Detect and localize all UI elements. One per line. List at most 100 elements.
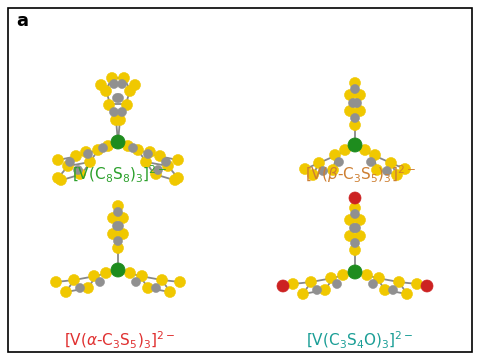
- Circle shape: [62, 161, 73, 171]
- Circle shape: [118, 212, 129, 224]
- Circle shape: [298, 288, 309, 300]
- Text: [V($\beta$-C$_3$S$_5$)$_3$]$^{2-}$: [V($\beta$-C$_3$S$_5$)$_3$]$^{2-}$: [305, 164, 415, 185]
- Circle shape: [380, 284, 391, 296]
- Circle shape: [350, 85, 360, 94]
- Circle shape: [118, 108, 127, 117]
- Circle shape: [360, 144, 371, 156]
- Circle shape: [352, 99, 361, 108]
- Circle shape: [313, 158, 324, 168]
- Circle shape: [345, 105, 356, 117]
- Circle shape: [350, 210, 360, 219]
- Circle shape: [312, 285, 322, 294]
- Circle shape: [277, 280, 289, 292]
- Circle shape: [111, 135, 125, 149]
- Circle shape: [100, 85, 111, 96]
- Circle shape: [124, 85, 135, 96]
- Circle shape: [388, 285, 397, 294]
- Circle shape: [84, 157, 96, 167]
- Circle shape: [169, 175, 180, 185]
- Circle shape: [351, 224, 360, 233]
- Circle shape: [112, 221, 121, 230]
- Circle shape: [165, 287, 176, 297]
- Circle shape: [109, 108, 119, 117]
- Circle shape: [161, 158, 170, 166]
- Text: [V($\alpha$-C$_3$S$_5$)$_3$]$^{2-}$: [V($\alpha$-C$_3$S$_5$)$_3$]$^{2-}$: [64, 330, 176, 351]
- Text: [V(C$_3$S$_4$O)$_3$]$^{2-}$: [V(C$_3$S$_4$O)$_3$]$^{2-}$: [306, 330, 414, 351]
- Circle shape: [118, 80, 127, 89]
- Circle shape: [329, 149, 340, 161]
- Circle shape: [339, 144, 350, 156]
- Circle shape: [84, 149, 93, 158]
- Circle shape: [305, 276, 316, 288]
- Circle shape: [349, 244, 360, 256]
- Circle shape: [156, 274, 168, 285]
- Circle shape: [300, 163, 311, 175]
- Circle shape: [75, 284, 84, 292]
- Circle shape: [56, 175, 67, 185]
- Circle shape: [107, 72, 118, 84]
- Circle shape: [349, 77, 360, 89]
- Circle shape: [141, 157, 152, 167]
- Circle shape: [399, 163, 410, 175]
- Circle shape: [421, 280, 433, 292]
- Circle shape: [319, 166, 327, 175]
- Circle shape: [163, 161, 173, 171]
- Circle shape: [69, 274, 80, 285]
- Circle shape: [337, 270, 348, 280]
- Circle shape: [172, 154, 183, 166]
- Circle shape: [132, 278, 141, 287]
- Circle shape: [83, 283, 94, 293]
- Circle shape: [113, 237, 122, 246]
- Circle shape: [152, 284, 160, 292]
- Circle shape: [355, 215, 365, 225]
- Circle shape: [345, 215, 356, 225]
- Circle shape: [288, 279, 299, 289]
- Text: [V(C$_8$S$_8$)$_3$]$^{2-}$: [V(C$_8$S$_8$)$_3$]$^{2-}$: [72, 164, 168, 185]
- Circle shape: [112, 201, 123, 211]
- Circle shape: [349, 120, 360, 130]
- Circle shape: [112, 243, 123, 253]
- Circle shape: [333, 279, 341, 288]
- Circle shape: [372, 165, 383, 175]
- Circle shape: [111, 263, 125, 277]
- Circle shape: [115, 221, 123, 230]
- Circle shape: [71, 150, 82, 162]
- Circle shape: [401, 288, 412, 300]
- Circle shape: [112, 94, 121, 103]
- Circle shape: [327, 165, 338, 175]
- Circle shape: [130, 80, 141, 90]
- Circle shape: [385, 158, 396, 168]
- Circle shape: [151, 168, 161, 180]
- Circle shape: [81, 147, 92, 158]
- Text: a: a: [16, 12, 28, 30]
- Circle shape: [108, 229, 119, 239]
- Circle shape: [348, 265, 362, 279]
- Circle shape: [175, 276, 185, 288]
- Circle shape: [50, 276, 61, 288]
- Circle shape: [119, 72, 130, 84]
- Circle shape: [144, 147, 156, 158]
- Circle shape: [335, 158, 344, 166]
- Circle shape: [411, 279, 422, 289]
- Circle shape: [320, 284, 331, 296]
- Circle shape: [350, 113, 360, 122]
- Circle shape: [100, 267, 111, 279]
- Circle shape: [60, 287, 72, 297]
- Circle shape: [108, 212, 119, 224]
- Circle shape: [345, 90, 356, 100]
- Circle shape: [96, 80, 107, 90]
- Circle shape: [122, 140, 133, 152]
- Circle shape: [348, 138, 362, 152]
- Circle shape: [136, 270, 147, 282]
- Circle shape: [369, 279, 377, 288]
- Circle shape: [361, 270, 372, 280]
- Circle shape: [124, 267, 135, 279]
- Circle shape: [115, 114, 125, 126]
- Circle shape: [154, 166, 163, 175]
- Circle shape: [370, 149, 381, 161]
- Circle shape: [355, 90, 365, 100]
- Circle shape: [355, 230, 365, 242]
- Circle shape: [74, 168, 85, 180]
- Circle shape: [113, 207, 122, 216]
- Circle shape: [349, 202, 360, 213]
